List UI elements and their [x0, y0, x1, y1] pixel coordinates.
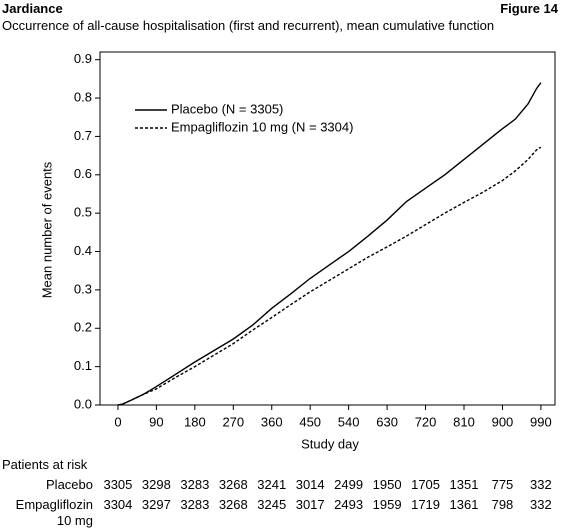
risk-value: 3017	[295, 497, 325, 512]
risk-value: 332	[530, 477, 552, 492]
risk-value: 3014	[295, 477, 325, 492]
y-tick-label: 0.2	[74, 320, 92, 335]
risk-value: 3297	[141, 497, 171, 512]
legend-label: Empagliflozin 10 mg (N = 3304)	[171, 119, 353, 134]
x-tick-label: 990	[530, 414, 552, 429]
risk-value: 3268	[218, 497, 248, 512]
y-tick-label: 0.5	[74, 205, 92, 220]
risk-title: Patients at risk	[2, 457, 88, 472]
y-tick-label: 0.8	[74, 89, 92, 104]
y-tick-label: 0.1	[74, 358, 92, 373]
x-tick-label: 270	[222, 414, 244, 429]
risk-value: 3241	[257, 477, 287, 492]
chart-title: Occurrence of all-cause hospitalisation …	[2, 18, 495, 33]
y-tick-label: 0.9	[74, 51, 92, 66]
risk-value: 775	[491, 477, 514, 492]
risk-value: 1705	[411, 477, 441, 492]
y-axis-label: Mean number of events	[39, 161, 54, 298]
risk-value: 3268	[218, 477, 248, 492]
risk-value: 1959	[372, 497, 402, 512]
x-tick-label: 900	[492, 414, 514, 429]
risk-value: 798	[491, 497, 514, 512]
x-tick-label: 90	[149, 414, 163, 429]
x-axis-label: Study day	[301, 436, 359, 451]
risk-value: 1719	[411, 497, 441, 512]
x-tick-label: 450	[299, 414, 321, 429]
y-tick-label: 0.0	[74, 396, 92, 411]
risk-value: 3298	[141, 477, 171, 492]
risk-value: 2499	[334, 477, 364, 492]
plot-frame	[99, 51, 556, 406]
risk-value: 1351	[449, 477, 479, 492]
x-tick-label: 540	[338, 414, 360, 429]
risk-value: 3283	[180, 497, 210, 512]
x-tick-label: 630	[376, 414, 398, 429]
risk-value: 2493	[334, 497, 364, 512]
series-line	[117, 82, 542, 406]
y-tick-label: 0.6	[74, 166, 92, 181]
y-tick-label: 0.7	[74, 128, 92, 143]
risk-value: 3283	[180, 477, 210, 492]
x-tick-label: 0	[114, 414, 121, 429]
legend-label: Placebo (N = 3305)	[171, 101, 283, 116]
x-tick-label: 810	[453, 414, 475, 429]
y-tick-label: 0.4	[74, 243, 92, 258]
risk-row-label: Placebo	[46, 477, 93, 492]
x-tick-label: 360	[261, 414, 283, 429]
figure-label: Figure 14	[500, 1, 558, 16]
risk-value: 1361	[449, 497, 479, 512]
series-line	[117, 146, 542, 406]
risk-value: 332	[530, 497, 552, 512]
risk-value: 3304	[103, 497, 133, 512]
brand: Jardiance	[2, 1, 63, 16]
risk-value: 1950	[372, 477, 402, 492]
x-tick-label: 180	[184, 414, 206, 429]
risk-value: 3245	[257, 497, 287, 512]
risk-row-label: Empagliflozin 10 mg	[15, 497, 93, 528]
y-tick-label: 0.3	[74, 281, 92, 296]
risk-value: 3305	[103, 477, 133, 492]
x-tick-label: 720	[415, 414, 437, 429]
